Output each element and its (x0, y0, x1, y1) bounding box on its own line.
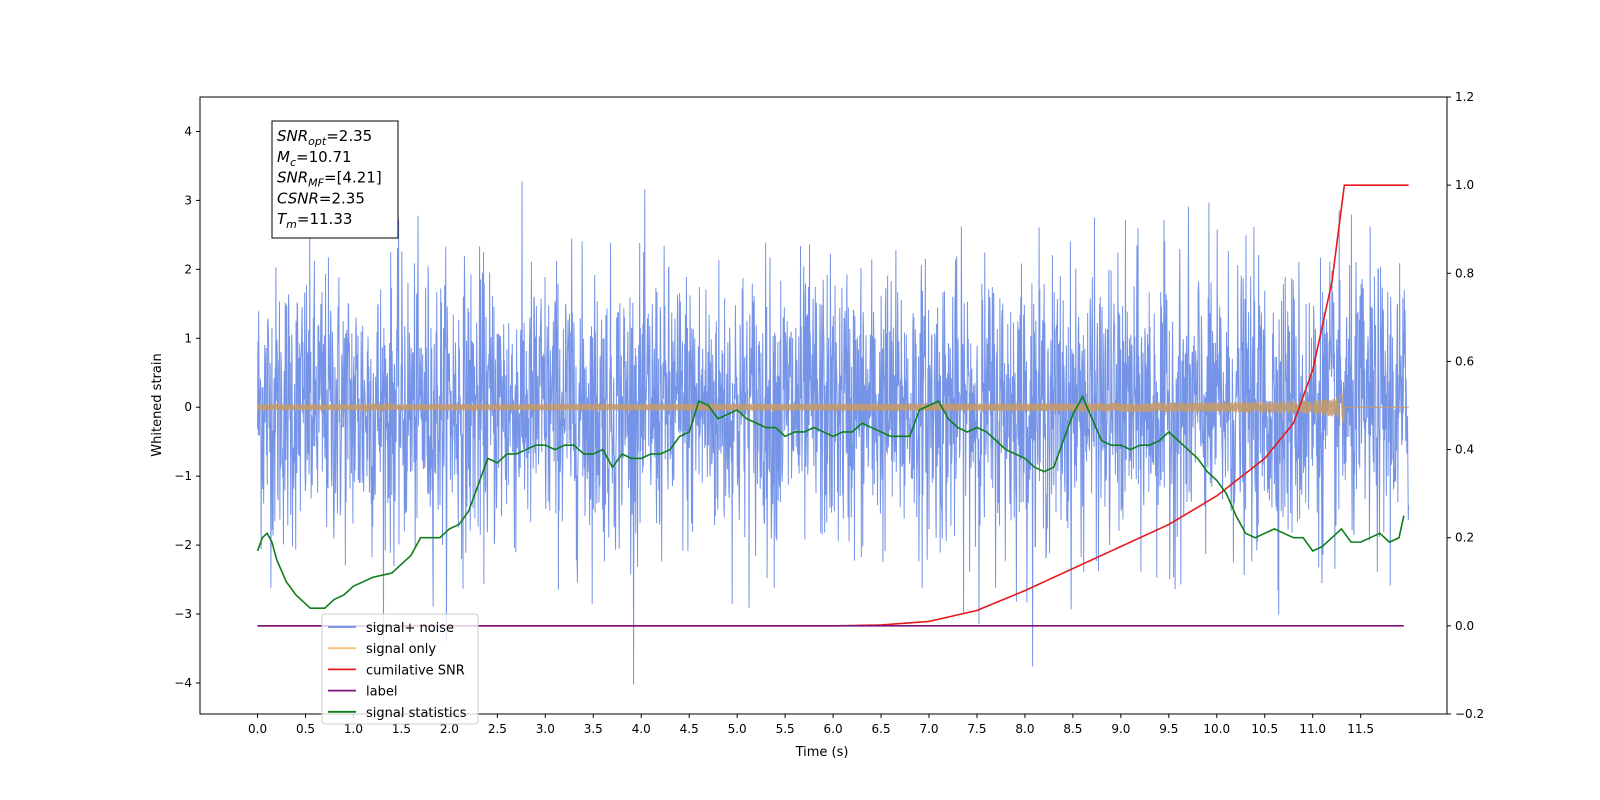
x-tick-label: 1.5 (392, 722, 411, 736)
legend-entry-label: label (366, 685, 397, 700)
y-tick-label: −1 (174, 469, 192, 483)
y2-tick-label: 0.8 (1455, 266, 1474, 280)
x-tick-label: 11.0 (1299, 722, 1326, 736)
y-tick-label: 4 (184, 124, 192, 138)
y2-tick-label: 0.4 (1455, 443, 1474, 457)
x-tick-label: 6.0 (824, 722, 843, 736)
x-tick-label: 10.0 (1203, 722, 1230, 736)
series-signal-statistics-line (256, 394, 1405, 610)
y2-tick-label: 1.0 (1455, 178, 1474, 192)
plot-frame (199, 96, 1448, 715)
series-signal-only-line (256, 393, 1409, 424)
series-cumulative-snr-line (257, 184, 1409, 627)
series-signal-noise-line (257, 181, 1410, 685)
annotation-line: CSNR=2.35 (277, 189, 365, 207)
annotation-line: Mc=10.71 (277, 148, 352, 169)
x-tick-label: 5.0 (728, 722, 747, 736)
x-tick-label: 4.5 (680, 722, 699, 736)
annotation-line: SNRopt=2.35 (277, 127, 372, 148)
annotation-line: Tm=11.33 (277, 210, 352, 231)
legend-entry-label: signal only (366, 642, 436, 657)
y2-tick-label: 1.2 (1455, 90, 1474, 104)
x-tick-label: 7.5 (967, 722, 986, 736)
x-tick-label: 11.5 (1347, 722, 1374, 736)
annotation-line: SNRMF=[4.21] (277, 169, 382, 190)
y-axis-label: Whitened strain (150, 353, 165, 456)
x-tick-label: 2.0 (440, 722, 459, 736)
x-tick-label: 1.0 (344, 722, 363, 736)
y2-tick-label: 0.2 (1455, 531, 1474, 545)
stats-annotation-box: SNRopt=2.35Mc=10.71SNRMF=[4.21]CSNR=2.35… (271, 120, 399, 239)
x-tick-label: 5.5 (776, 722, 795, 736)
y2-tick-label: 0.6 (1455, 354, 1474, 368)
x-tick-label: 9.0 (1111, 722, 1130, 736)
legend: signal+ noise signal only cumilative SNR la… (321, 613, 479, 725)
y-tick-label: 3 (184, 193, 192, 207)
y2-tick-label: 0.0 (1455, 619, 1474, 633)
x-tick-label: 3.5 (584, 722, 603, 736)
x-tick-label: 8.5 (1063, 722, 1082, 736)
x-axis-label: Time (s) (795, 745, 849, 760)
y-tick-label: 0 (184, 400, 192, 414)
legend-frame (321, 613, 479, 725)
x-tick-label: 0.0 (248, 722, 267, 736)
annotation-frame (271, 120, 399, 239)
x-tick-label: 3.0 (536, 722, 555, 736)
x-tick-label: 7.0 (919, 722, 938, 736)
x-tick-label: 0.5 (296, 722, 315, 736)
legend-entry-label: cumilative SNR (366, 663, 465, 678)
legend-entry-label: signal+ noise (366, 621, 454, 636)
y-tick-label: −4 (174, 676, 192, 690)
y-tick-label: 2 (184, 262, 192, 276)
y2-tick-label: −0.2 (1455, 707, 1484, 721)
x-tick-label: 8.0 (1015, 722, 1034, 736)
x-tick-label: 6.5 (872, 722, 891, 736)
x-tick-label: 2.5 (488, 722, 507, 736)
y-tick-label: 1 (184, 331, 192, 345)
x-tick-label: 4.0 (632, 722, 651, 736)
x-tick-label: 9.5 (1159, 722, 1178, 736)
y-tick-label: −2 (174, 538, 192, 552)
y-tick-label: −3 (174, 607, 192, 621)
x-tick-label: 10.5 (1251, 722, 1278, 736)
legend-entry-label: signal statistics (366, 706, 467, 721)
